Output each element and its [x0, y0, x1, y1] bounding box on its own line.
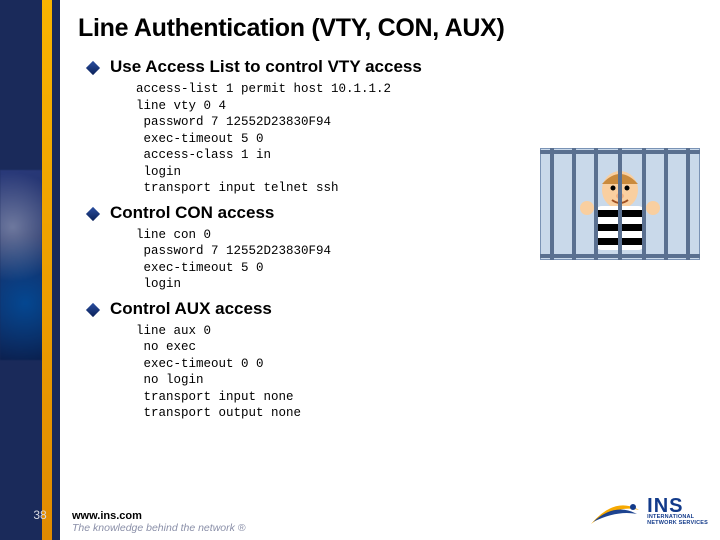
- logo-swoosh-icon: [587, 492, 643, 532]
- code-block: line aux 0 no exec exec-timeout 0 0 no l…: [136, 323, 712, 422]
- prisoner-cartoon: [540, 148, 700, 260]
- logo-acronym: INS: [647, 497, 708, 515]
- bullet-icon: [86, 61, 100, 75]
- section-heading: Control AUX access: [110, 299, 272, 319]
- page-number: 38: [20, 508, 60, 522]
- section-aux: Control AUX access line aux 0 no exec ex…: [88, 299, 712, 422]
- section-heading: Use Access List to control VTY access: [110, 57, 422, 77]
- sidebar-stripe: [42, 0, 52, 540]
- sidebar-photo: [0, 170, 42, 360]
- bullet-icon: [86, 206, 100, 220]
- logo-line2: NETWORK SERVICES: [647, 521, 708, 527]
- section-heading: Control CON access: [110, 203, 274, 223]
- ins-logo: INS INTERNATIONAL NETWORK SERVICES: [587, 492, 708, 532]
- sidebar: [0, 0, 60, 540]
- slide-title: Line Authentication (VTY, CON, AUX): [78, 14, 712, 43]
- bullet-icon: [86, 302, 100, 316]
- slide-content: Line Authentication (VTY, CON, AUX) Use …: [72, 0, 712, 540]
